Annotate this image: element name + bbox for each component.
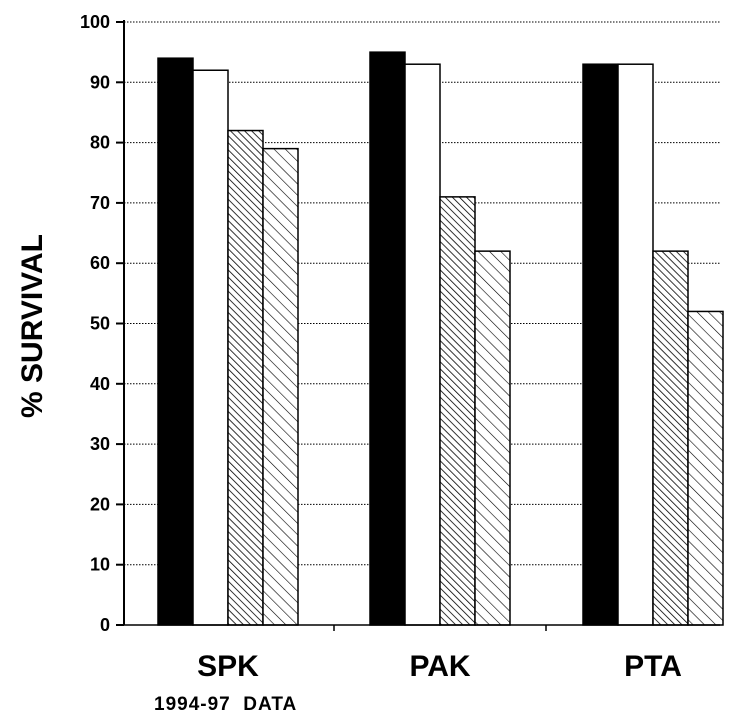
y-tick-label-90: 90 <box>90 72 110 92</box>
y-tick-label-60: 60 <box>90 253 110 273</box>
bar-pak-white <box>404 63 441 626</box>
y-axis: 0 10 20 30 40 50 60 70 80 90 100 <box>80 12 720 635</box>
bar-spk-white <box>192 69 229 626</box>
bar-spk-light-hatch <box>262 147 299 626</box>
category-label-pak: PAK <box>409 650 470 683</box>
bar-pak-solid-black <box>369 51 406 626</box>
bar-pta-light-hatch <box>687 310 724 626</box>
category-labels: SPK PAK PTA <box>197 650 682 683</box>
y-tick-label-40: 40 <box>90 374 110 394</box>
y-tick-label-70: 70 <box>90 193 110 213</box>
y-tick-label-50: 50 <box>90 314 110 334</box>
category-label-pta: PTA <box>624 650 682 683</box>
y-tick-label-100: 100 <box>80 12 110 32</box>
bar-pta-dense-hatch <box>652 250 689 626</box>
category-label-spk: SPK <box>197 650 259 683</box>
bar-spk-solid-black <box>157 57 194 626</box>
y-tick-label-10: 10 <box>90 555 110 575</box>
y-tick-label-80: 80 <box>90 133 110 153</box>
y-axis-title: % SURVIVAL <box>16 234 49 418</box>
y-tick-label-20: 20 <box>90 494 110 514</box>
y-tick-label-30: 30 <box>90 434 110 454</box>
bars <box>157 51 724 626</box>
bar-spk-dense-hatch <box>227 129 264 626</box>
bar-pta-solid-black <box>582 63 619 626</box>
bar-pak-light-hatch <box>474 250 511 626</box>
bar-pak-dense-hatch <box>439 196 476 626</box>
data-period-note: 1994-97 DATA <box>154 694 298 715</box>
bar-pta-white <box>617 63 654 626</box>
y-tick-label-0: 0 <box>100 615 110 635</box>
